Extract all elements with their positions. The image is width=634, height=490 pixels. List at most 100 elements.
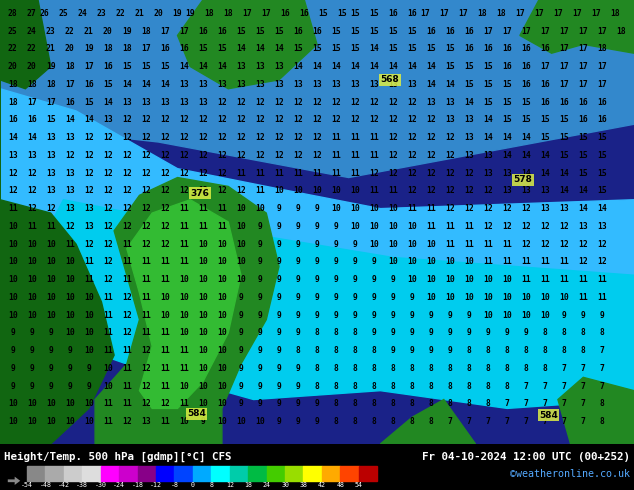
- Text: 14: 14: [521, 169, 531, 177]
- Text: 25: 25: [58, 9, 68, 18]
- Text: 9: 9: [276, 257, 281, 267]
- Text: 10: 10: [426, 293, 436, 302]
- Text: 11: 11: [179, 346, 189, 355]
- Text: 13: 13: [331, 80, 341, 89]
- Text: 12: 12: [426, 186, 436, 196]
- Text: 8: 8: [448, 399, 453, 409]
- Text: 8: 8: [581, 328, 586, 338]
- Text: 9: 9: [333, 275, 339, 284]
- Text: 13: 13: [179, 98, 189, 106]
- Text: 11: 11: [540, 275, 550, 284]
- Text: 376: 376: [190, 189, 209, 197]
- Text: 12: 12: [331, 98, 341, 106]
- Bar: [285, 466, 304, 481]
- Text: 12: 12: [597, 240, 607, 248]
- Text: 19: 19: [46, 62, 56, 71]
- Text: 9: 9: [314, 293, 320, 302]
- Text: 9: 9: [410, 328, 415, 338]
- Text: 9: 9: [314, 204, 320, 213]
- Text: 17: 17: [534, 9, 544, 18]
- Bar: [267, 466, 285, 481]
- Text: 18: 18: [46, 80, 56, 89]
- Text: 9: 9: [276, 399, 281, 409]
- Text: 9: 9: [429, 328, 434, 338]
- Text: 8: 8: [581, 346, 586, 355]
- Text: 17: 17: [572, 9, 582, 18]
- Text: 12: 12: [407, 186, 417, 196]
- Text: 11: 11: [160, 382, 170, 391]
- Text: 10: 10: [8, 417, 18, 426]
- Text: 10: 10: [179, 275, 189, 284]
- Text: 17: 17: [65, 80, 75, 89]
- Text: 10: 10: [27, 240, 37, 248]
- Text: 10: 10: [502, 275, 512, 284]
- Text: 19: 19: [122, 26, 132, 35]
- Text: ©weatheronline.co.uk: ©weatheronline.co.uk: [510, 469, 630, 479]
- Text: 18: 18: [103, 44, 113, 53]
- Text: 13: 13: [540, 186, 550, 196]
- Text: 8: 8: [391, 417, 396, 426]
- Text: 12: 12: [445, 169, 455, 177]
- Text: 10: 10: [198, 346, 208, 355]
- Text: 12: 12: [179, 151, 189, 160]
- Text: 9: 9: [10, 328, 15, 338]
- Text: 16: 16: [464, 44, 474, 53]
- Text: 9: 9: [238, 364, 243, 373]
- Text: 7: 7: [448, 417, 453, 426]
- Text: 7: 7: [562, 399, 567, 409]
- Text: 12: 12: [502, 204, 512, 213]
- Text: 12: 12: [217, 115, 227, 124]
- Text: 13: 13: [255, 80, 265, 89]
- Text: 15: 15: [84, 98, 94, 106]
- Text: 9: 9: [10, 382, 15, 391]
- Text: 12: 12: [502, 222, 512, 231]
- Text: 9: 9: [86, 364, 91, 373]
- Text: 48: 48: [337, 482, 344, 488]
- Text: 9: 9: [276, 364, 281, 373]
- Text: 12: 12: [312, 133, 322, 142]
- Bar: [230, 466, 248, 481]
- Text: 10: 10: [388, 257, 398, 267]
- Text: 8: 8: [467, 399, 472, 409]
- Text: 13: 13: [597, 222, 607, 231]
- Text: 8: 8: [410, 417, 415, 426]
- Text: 11: 11: [84, 275, 94, 284]
- Polygon shape: [95, 177, 279, 444]
- Text: 13: 13: [483, 169, 493, 177]
- Text: 9: 9: [333, 257, 339, 267]
- Text: 10: 10: [8, 275, 18, 284]
- Text: 10: 10: [236, 222, 246, 231]
- Text: 12: 12: [8, 169, 18, 177]
- Text: 12: 12: [84, 186, 94, 196]
- Text: 12: 12: [122, 204, 132, 213]
- Text: 12: 12: [103, 186, 113, 196]
- Text: 8: 8: [333, 346, 339, 355]
- Text: 12: 12: [483, 186, 493, 196]
- Text: 568: 568: [380, 75, 399, 84]
- Text: 10: 10: [445, 275, 455, 284]
- Text: 12: 12: [426, 115, 436, 124]
- Text: 25: 25: [8, 26, 18, 35]
- Text: 12: 12: [293, 98, 303, 106]
- Text: 12: 12: [578, 240, 588, 248]
- Text: 8: 8: [448, 382, 453, 391]
- Text: 8: 8: [333, 382, 339, 391]
- Text: 7: 7: [600, 364, 605, 373]
- Text: 10: 10: [236, 275, 246, 284]
- Text: 16: 16: [540, 98, 550, 106]
- Text: 11: 11: [122, 382, 132, 391]
- Text: 11: 11: [445, 222, 455, 231]
- Text: -42: -42: [58, 482, 70, 488]
- Text: 22: 22: [115, 9, 126, 18]
- Text: 12: 12: [255, 151, 265, 160]
- Bar: [174, 466, 193, 481]
- Text: 14: 14: [217, 62, 227, 71]
- Text: 17: 17: [597, 62, 607, 71]
- Text: 11: 11: [597, 293, 607, 302]
- Text: 9: 9: [314, 222, 320, 231]
- Text: 10: 10: [179, 293, 189, 302]
- Text: 11: 11: [426, 222, 436, 231]
- Text: 10: 10: [540, 311, 550, 319]
- Bar: [340, 466, 359, 481]
- Text: 15: 15: [521, 115, 531, 124]
